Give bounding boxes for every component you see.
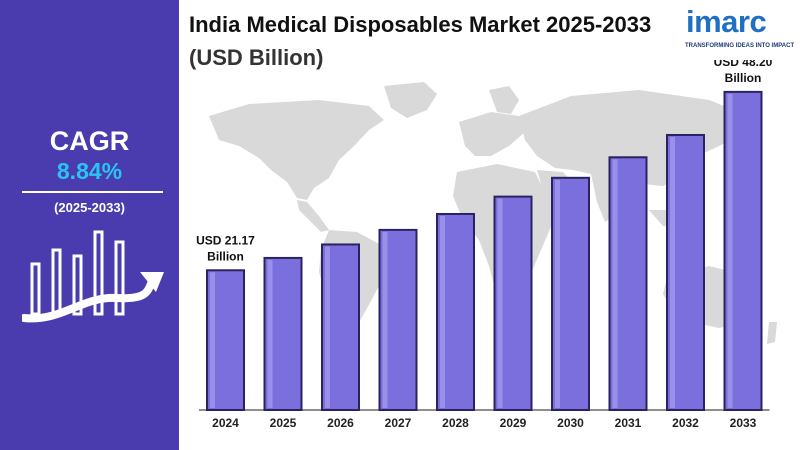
bar-highlight-2031 — [612, 159, 618, 408]
imarc-logo: imarc TRANSFORMING IDEAS INTO IMPACT — [680, 4, 796, 54]
map-landmass — [297, 200, 329, 232]
growth-chart-icon — [22, 230, 164, 323]
bar-highlight-2025 — [267, 259, 273, 408]
bar-highlight-2032 — [670, 136, 675, 408]
annotation-unit-2033: Billion — [725, 71, 762, 85]
map-landmass — [459, 112, 525, 156]
x-tick-label-2027: 2027 — [385, 416, 412, 430]
bar-highlight-2028 — [440, 215, 445, 408]
annotation-value-2024: USD 21.17 — [196, 233, 255, 247]
x-tick-label-2032: 2032 — [672, 416, 699, 430]
map-landmass — [209, 100, 384, 200]
x-tick-label-2026: 2026 — [327, 416, 354, 430]
annotation-unit-2024: Billion — [207, 249, 244, 263]
bar-highlight-2027 — [382, 231, 388, 408]
x-tick-label-2030: 2030 — [557, 416, 584, 430]
bar-series — [199, 90, 770, 412]
x-tick-label-2033: 2033 — [730, 416, 757, 430]
x-axis-tick-labels: 2024 2025 2026 2027 2028 2029 2030 2031 2032 2033 — [212, 416, 757, 430]
bar-chart: 2024 2025 2026 2027 2028 2029 2030 2031 2032 2033… — [196, 60, 777, 430]
logo-tagline: TRANSFORMING IDEAS INTO IMPACT — [685, 43, 795, 49]
x-tick-label-2029: 2029 — [500, 416, 527, 430]
annotation-value-2033: USD 48.20 — [714, 60, 773, 69]
cagr-value: 8.84% — [56, 158, 123, 184]
bar-highlight-2030 — [555, 179, 560, 408]
logo-wordmark: imarc — [686, 4, 767, 39]
cagr-panel: CAGR 8.84% (2025-2033) — [0, 0, 179, 450]
bar-highlight-2029 — [497, 198, 503, 408]
bar-highlight-2024 — [210, 272, 215, 408]
bar-highlight-2033 — [727, 93, 733, 408]
cagr-period: (2025-2033) — [54, 200, 125, 215]
x-tick-label-2025: 2025 — [270, 416, 297, 430]
cagr-divider — [22, 191, 163, 193]
map-landmass — [767, 322, 777, 344]
x-tick-label-2028: 2028 — [442, 416, 469, 430]
bar-highlight-2026 — [325, 246, 330, 408]
map-landmass — [384, 82, 437, 118]
map-landmass — [489, 86, 519, 114]
chart-title: India Medical Disposables Market 2025-20… — [189, 8, 674, 74]
chart-title-unit: (USD Billion) — [189, 45, 324, 70]
chart-title-main: India Medical Disposables Market 2025-20… — [189, 12, 652, 37]
value-annotations: USD 21.17 Billion USD 48.20 Billion — [196, 60, 773, 263]
x-tick-label-2024: 2024 — [212, 416, 239, 430]
x-tick-label-2031: 2031 — [615, 416, 642, 430]
map-landmass — [519, 90, 749, 196]
cagr-label: CAGR — [49, 126, 130, 156]
